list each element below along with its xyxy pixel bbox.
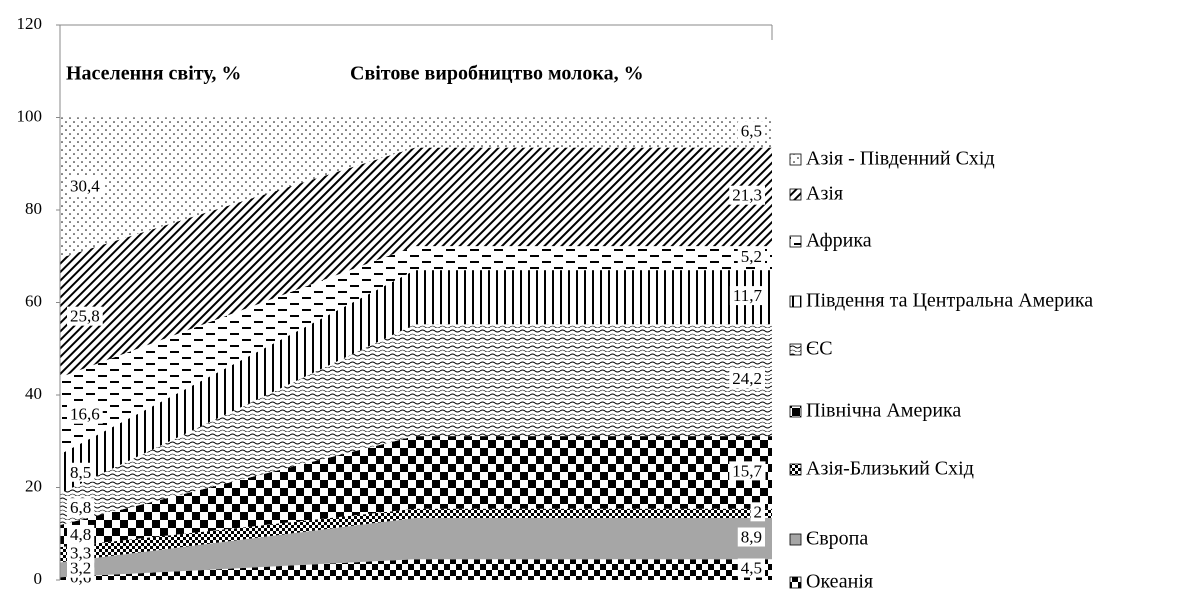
legend-label: Європа — [806, 528, 868, 550]
data-label-box — [67, 176, 104, 196]
data-label: 21,3 — [732, 186, 762, 205]
areas — [60, 117, 772, 580]
legend-swatch — [789, 343, 802, 356]
data-label: 30,4 — [70, 177, 100, 196]
area — [60, 270, 772, 494]
data-label-box — [67, 524, 95, 544]
area — [60, 147, 772, 378]
annotation: Світове виробництво молока, % — [350, 63, 644, 85]
data-label: 24,2 — [732, 369, 762, 388]
legend-label: Океанія — [806, 571, 873, 593]
area — [60, 436, 772, 548]
data-label: 11,7 — [733, 286, 763, 305]
data-label: 8,5 — [70, 463, 91, 482]
legend-swatch — [789, 463, 802, 476]
data-label: 4,5 — [741, 559, 762, 578]
legend-swatch — [789, 188, 802, 201]
legend-swatch — [789, 235, 802, 248]
y-tick-label: 0 — [34, 569, 43, 588]
data-label: 6,5 — [741, 121, 762, 140]
legend-label: Південня та Центральна Америка — [806, 290, 1093, 312]
data-label-box — [737, 527, 765, 547]
annotation: Населення світу, % — [66, 63, 241, 85]
legend-label: Азія-Близький Схід — [806, 458, 974, 480]
y-tick-label: 100 — [17, 106, 43, 125]
y-tick-label: 20 — [25, 476, 42, 495]
data-label-box — [729, 461, 766, 481]
area — [60, 246, 772, 455]
y-tick-label: 80 — [25, 199, 42, 218]
legend-swatch — [789, 405, 802, 418]
data-label-box — [67, 498, 95, 518]
legend-label: Азія - Південний Схід — [806, 148, 995, 170]
data-label-box — [67, 543, 95, 563]
legend-label: Африка — [806, 230, 872, 252]
legend-swatch — [789, 295, 802, 308]
area — [60, 518, 772, 578]
data-label: 5,2 — [741, 247, 762, 266]
area — [60, 559, 772, 580]
data-label: 25,8 — [70, 307, 100, 326]
area — [60, 508, 772, 563]
y-tick-label: 120 — [17, 14, 43, 33]
data-label-box — [67, 462, 95, 482]
y-tick-label: 40 — [25, 384, 42, 403]
data-label: 3,3 — [70, 544, 91, 563]
data-label: 15,7 — [732, 461, 762, 480]
data-label-box — [737, 247, 765, 267]
legend-label: ЄС — [806, 338, 833, 360]
legend-swatch — [789, 153, 802, 166]
data-label-box — [737, 121, 765, 141]
data-label: 2 — [754, 502, 763, 521]
data-label: 16,6 — [70, 405, 100, 424]
data-label: 4,8 — [70, 525, 91, 544]
data-label-box — [67, 404, 103, 424]
data-label-box — [67, 558, 95, 578]
data-label-box — [67, 306, 103, 326]
area — [60, 117, 772, 259]
area — [60, 324, 772, 525]
data-label-box — [750, 502, 765, 522]
legend-label: Азія — [806, 183, 843, 205]
legend-swatch — [789, 576, 802, 589]
data-label-box — [729, 369, 765, 389]
data-label-box — [729, 286, 766, 306]
legend-swatch — [789, 533, 802, 546]
y-tick-label: 60 — [25, 291, 42, 310]
data-label: 6,8 — [70, 498, 91, 517]
data-label-box — [737, 558, 765, 578]
data-label: 8,9 — [741, 528, 762, 547]
data-label: 3,2 — [70, 559, 91, 578]
legend-label: Північна Америка — [806, 400, 961, 422]
data-label-box — [729, 185, 765, 205]
